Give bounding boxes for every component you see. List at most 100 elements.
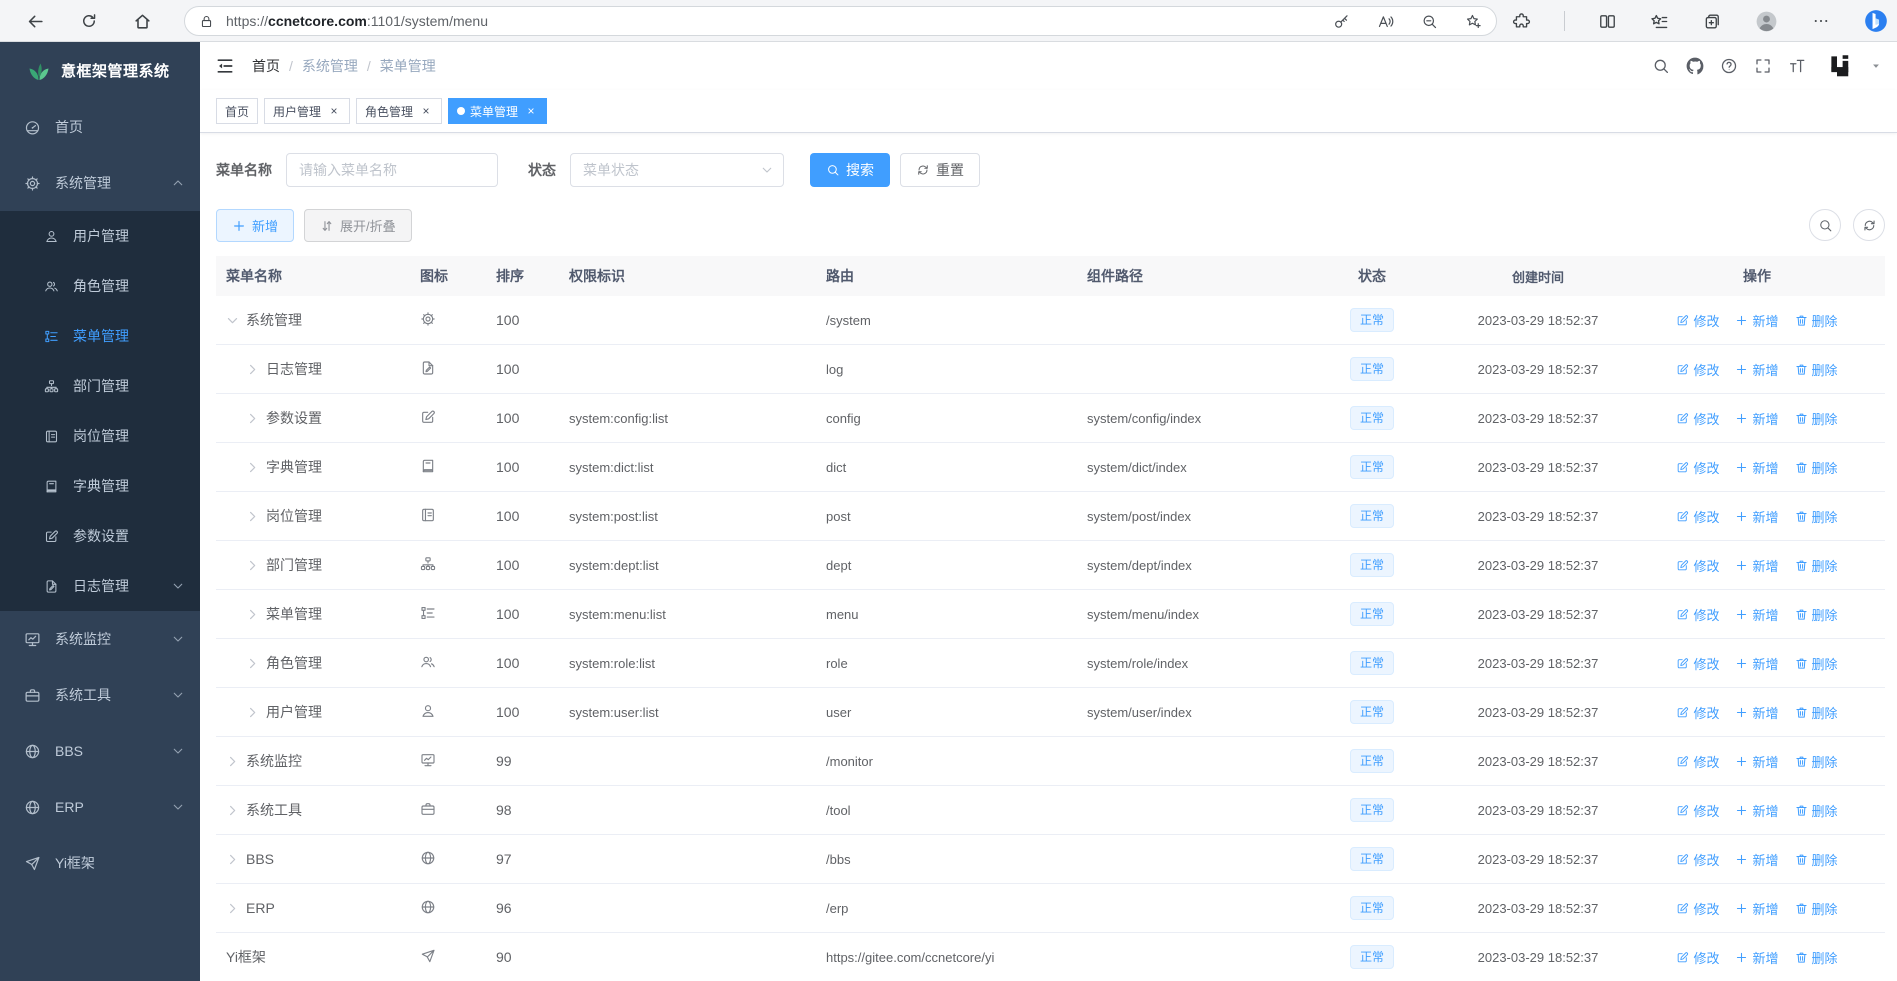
- delete-link[interactable]: 删除: [1795, 703, 1838, 722]
- tab-菜单管理[interactable]: 菜单管理 ×: [448, 98, 548, 124]
- address-bar[interactable]: https://ccnetcore.com:1101/system/menu: [184, 6, 1497, 36]
- add-child-link[interactable]: 新增: [1735, 409, 1779, 428]
- table-row[interactable]: 字典管理 100 system:dict:list dict system/dict/i…: [216, 443, 1885, 492]
- expand-arrow-icon[interactable]: [226, 314, 239, 327]
- profile-avatar[interactable]: [1754, 9, 1779, 34]
- tab-用户管理[interactable]: 用户管理 ×: [264, 98, 351, 124]
- zoom-out-icon[interactable]: [1421, 13, 1438, 30]
- sidebar-item-系统监控[interactable]: 系统监控: [0, 611, 200, 667]
- sidebar-item-部门管理[interactable]: 部门管理: [0, 361, 200, 411]
- table-row[interactable]: 参数设置 100 system:config:list config system/co…: [216, 394, 1885, 443]
- toggle-search-button[interactable]: [1809, 209, 1841, 241]
- menu-name-input[interactable]: [286, 153, 498, 187]
- lock-icon[interactable]: [199, 14, 214, 29]
- expand-arrow-icon[interactable]: [246, 510, 259, 523]
- edit-link[interactable]: 修改: [1676, 605, 1719, 624]
- status-select[interactable]: 菜单状态: [570, 153, 784, 187]
- expand-arrow-icon[interactable]: [226, 853, 239, 866]
- sidebar-item-用户管理[interactable]: 用户管理: [0, 211, 200, 261]
- add-child-link[interactable]: 新增: [1735, 507, 1779, 526]
- expand-arrow-icon[interactable]: [226, 755, 239, 768]
- table-row[interactable]: 日志管理 100 log 正常 2023-03-29 18:52:37 修改 新增 删除: [216, 345, 1885, 394]
- sidebar-fold-icon[interactable]: [215, 56, 235, 76]
- edit-link[interactable]: 修改: [1676, 703, 1719, 722]
- sidebar-item-角色管理[interactable]: 角色管理: [0, 261, 200, 311]
- table-row[interactable]: BBS 97/bbs 正常 2023-03-29 18:52:37 修改 新增 删除: [216, 835, 1885, 884]
- edit-link[interactable]: 修改: [1676, 899, 1719, 918]
- sidebar-item-BBS[interactable]: BBS: [0, 723, 200, 779]
- table-row[interactable]: 用户管理 100 system:user:list user system/user/i…: [216, 688, 1885, 737]
- delete-link[interactable]: 删除: [1795, 311, 1838, 330]
- expand-arrow-icon[interactable]: [246, 608, 259, 621]
- read-aloud-icon[interactable]: [1377, 13, 1394, 30]
- delete-link[interactable]: 删除: [1795, 409, 1838, 428]
- delete-link[interactable]: 删除: [1795, 360, 1838, 379]
- tab-角色管理[interactable]: 角色管理 ×: [356, 98, 443, 124]
- table-row[interactable]: 部门管理 100 system:dept:list dept system/dept/i…: [216, 541, 1885, 590]
- user-caret-icon[interactable]: [1871, 61, 1881, 71]
- table-row[interactable]: Yi框架 90 https://gitee.com/ccnetcore/yi 正常 20…: [216, 933, 1885, 981]
- table-row[interactable]: 角色管理 100 system:role:list role system/role/i…: [216, 639, 1885, 688]
- sidebar-item-ERP[interactable]: ERP: [0, 779, 200, 835]
- edit-link[interactable]: 修改: [1676, 850, 1719, 869]
- favorites-icon[interactable]: [1650, 12, 1669, 31]
- expand-collapse-button[interactable]: 展开/折叠: [304, 209, 412, 242]
- add-button[interactable]: 新增: [216, 209, 295, 242]
- edit-link[interactable]: 修改: [1676, 752, 1719, 771]
- close-icon[interactable]: ×: [422, 104, 430, 118]
- more-menu-icon[interactable]: [1812, 12, 1830, 30]
- font-size-icon[interactable]: [1788, 57, 1806, 75]
- sidebar-item-Yi框架[interactable]: Yi框架: [0, 835, 200, 891]
- expand-arrow-icon[interactable]: [246, 706, 259, 719]
- add-child-link[interactable]: 新增: [1735, 752, 1779, 771]
- search-button[interactable]: 搜索: [810, 153, 890, 187]
- breadcrumb-item[interactable]: 菜单管理: [379, 58, 436, 74]
- delete-link[interactable]: 删除: [1795, 556, 1838, 575]
- edit-link[interactable]: 修改: [1676, 801, 1719, 820]
- fullscreen-icon[interactable]: [1754, 57, 1772, 75]
- delete-link[interactable]: 删除: [1795, 948, 1838, 967]
- reload-icon[interactable]: [80, 12, 98, 30]
- add-favorite-icon[interactable]: [1465, 13, 1482, 30]
- edit-link[interactable]: 修改: [1676, 409, 1719, 428]
- table-row[interactable]: 系统管理 100/system 正常 2023-03-29 18:52:37 修改 新增删…: [216, 296, 1885, 345]
- home-icon[interactable]: [133, 12, 152, 31]
- back-icon[interactable]: [26, 12, 45, 31]
- add-child-link[interactable]: 新增: [1735, 311, 1779, 330]
- edit-link[interactable]: 修改: [1676, 311, 1719, 330]
- sidebar-item-系统管理[interactable]: 系统管理: [0, 155, 200, 211]
- edit-link[interactable]: 修改: [1676, 360, 1719, 379]
- add-child-link[interactable]: 新增: [1735, 703, 1779, 722]
- add-child-link[interactable]: 新增: [1735, 458, 1779, 477]
- user-logo[interactable]: [1828, 53, 1855, 80]
- expand-arrow-icon[interactable]: [246, 412, 259, 425]
- copilot-icon[interactable]: [1863, 8, 1889, 34]
- sidebar-item-参数设置[interactable]: 参数设置: [0, 511, 200, 561]
- sidebar-item-菜单管理[interactable]: 菜单管理: [0, 311, 200, 361]
- header-search-icon[interactable]: [1652, 57, 1670, 75]
- sidebar-item-字典管理[interactable]: 字典管理: [0, 461, 200, 511]
- edit-link[interactable]: 修改: [1676, 948, 1719, 967]
- add-child-link[interactable]: 新增: [1735, 605, 1779, 624]
- collections-icon[interactable]: [1702, 12, 1721, 31]
- table-row[interactable]: 岗位管理 100 system:post:list post system/post/i…: [216, 492, 1885, 541]
- add-child-link[interactable]: 新增: [1735, 948, 1779, 967]
- sidebar-item-系统工具[interactable]: 系统工具: [0, 667, 200, 723]
- tab-首页[interactable]: 首页: [216, 98, 259, 124]
- delete-link[interactable]: 删除: [1795, 801, 1838, 820]
- add-child-link[interactable]: 新增: [1735, 801, 1779, 820]
- expand-arrow-icon[interactable]: [246, 363, 259, 376]
- sidebar-item-岗位管理[interactable]: 岗位管理: [0, 411, 200, 461]
- expand-arrow-icon[interactable]: [226, 804, 239, 817]
- delete-link[interactable]: 删除: [1795, 507, 1838, 526]
- delete-link[interactable]: 删除: [1795, 899, 1838, 918]
- table-row[interactable]: 菜单管理 100 system:menu:list menu system/menu/i…: [216, 590, 1885, 639]
- split-screen-icon[interactable]: [1598, 12, 1617, 31]
- breadcrumb-item[interactable]: 系统管理: [301, 58, 358, 74]
- edit-link[interactable]: 修改: [1676, 654, 1719, 673]
- refresh-table-button[interactable]: [1853, 209, 1885, 241]
- table-row[interactable]: 系统监控 99/monitor 正常 2023-03-29 18:52:37 修改 新增删…: [216, 737, 1885, 786]
- delete-link[interactable]: 删除: [1795, 752, 1838, 771]
- sidebar-item-首页[interactable]: 首页: [0, 99, 200, 155]
- help-icon[interactable]: [1720, 57, 1738, 75]
